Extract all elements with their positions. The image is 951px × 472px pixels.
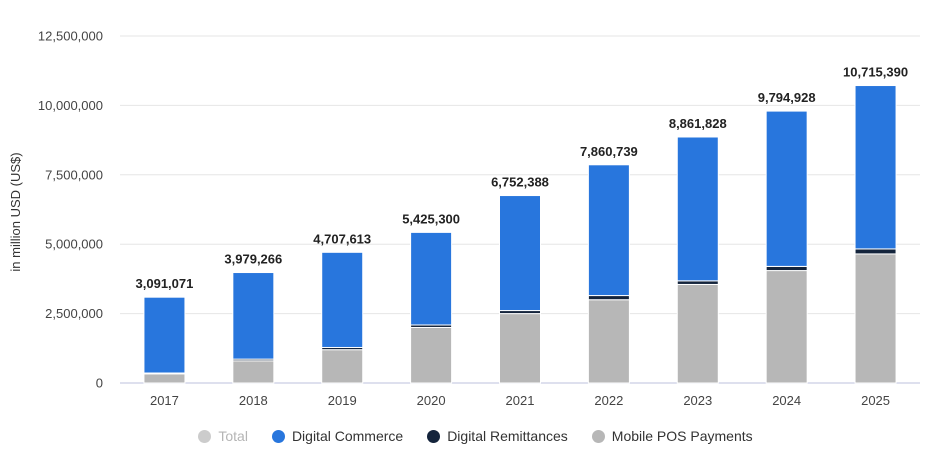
bar-digital-commerce[interactable]	[232, 272, 275, 360]
y-tick-label: 7,500,000	[45, 167, 103, 182]
x-axis-ticks: 2017 2018 2019 2020 2021 2022 2023 2024 2025	[150, 393, 890, 408]
total-data-label: 6,752,388	[491, 175, 549, 190]
x-tick-label: 2024	[772, 393, 801, 408]
legend-label: Total	[218, 428, 248, 444]
bar-digital-commerce[interactable]	[676, 136, 719, 282]
bar-mobile-pos-payments[interactable]	[587, 299, 630, 384]
x-tick-label: 2017	[150, 393, 179, 408]
legend-marker-icon	[198, 429, 212, 443]
bar-mobile-pos-payments[interactable]	[499, 313, 541, 384]
x-tick-label: 2020	[417, 393, 446, 408]
bar-mobile-pos-payments[interactable]	[143, 373, 186, 384]
total-labels: 3,091,071 3,979,266 4,707,613 5,425,300 6,75…	[136, 65, 909, 292]
y-axis-ticks: 0 2,500,000 5,000,000 7,500,000 10,000,000 12…	[38, 29, 103, 391]
legend-label: Digital Remittances	[447, 428, 568, 444]
legend-marker-icon	[591, 429, 605, 443]
bar-digital-commerce[interactable]	[499, 195, 541, 312]
bar-mobile-pos-payments[interactable]	[321, 349, 364, 384]
bar-stack-2022[interactable]	[587, 164, 630, 384]
bar-digital-remittances[interactable]	[765, 265, 808, 272]
stacked-bar-chart: 0 2,500,000 5,000,000 7,500,000 10,000,000 12…	[8, 29, 920, 408]
bar-mobile-pos-payments[interactable]	[854, 253, 897, 384]
bar-stack-2024[interactable]	[765, 110, 808, 384]
total-data-label: 7,860,739	[580, 144, 638, 159]
bar-digital-commerce[interactable]	[587, 164, 630, 297]
x-tick-label: 2018	[239, 393, 268, 408]
bars	[143, 85, 897, 384]
legend-item-total[interactable]: Total	[198, 428, 248, 444]
x-tick-label: 2023	[683, 393, 712, 408]
bar-mobile-pos-payments[interactable]	[232, 360, 275, 384]
bar-digital-commerce[interactable]	[854, 85, 897, 250]
bar-stack-2023[interactable]	[676, 136, 719, 384]
bar-mobile-pos-payments[interactable]	[410, 326, 453, 384]
y-tick-label: 0	[96, 376, 103, 391]
legend-label: Mobile POS Payments	[611, 428, 753, 444]
total-data-label: 4,707,613	[313, 231, 371, 246]
bar-digital-commerce[interactable]	[143, 296, 186, 374]
x-tick-label: 2022	[594, 393, 623, 408]
bar-stack-2021[interactable]	[499, 195, 541, 384]
bar-mobile-pos-payments[interactable]	[765, 270, 808, 384]
bar-stack-2017[interactable]	[143, 296, 186, 384]
total-data-label: 5,425,300	[402, 211, 460, 226]
total-data-label: 3,091,071	[136, 276, 194, 291]
bar-stack-2019[interactable]	[321, 251, 364, 384]
total-data-label: 8,861,828	[669, 116, 727, 131]
bar-digital-remittances[interactable]	[854, 248, 897, 255]
legend-item-mobile-pos-payments[interactable]: Mobile POS Payments	[591, 428, 753, 444]
total-data-label: 9,794,928	[758, 90, 816, 105]
chart-legend: Total Digital Commerce Digital Remittances…	[0, 424, 951, 448]
bar-digital-commerce[interactable]	[321, 251, 364, 348]
x-tick-label: 2025	[861, 393, 890, 408]
bar-stack-2025[interactable]	[854, 85, 897, 384]
total-data-label: 3,979,266	[224, 252, 282, 267]
y-tick-label: 5,000,000	[45, 237, 103, 252]
legend-item-digital-remittances[interactable]: Digital Remittances	[427, 428, 568, 444]
bar-digital-commerce[interactable]	[765, 110, 808, 267]
y-tick-label: 12,500,000	[38, 29, 103, 44]
legend-marker-icon	[427, 429, 441, 443]
bar-digital-commerce[interactable]	[410, 231, 453, 326]
bar-stack-2018[interactable]	[232, 272, 275, 384]
y-axis-label: in million USD (US$)	[8, 152, 23, 271]
bar-digital-remittances[interactable]	[676, 280, 719, 285]
bar-digital-remittances[interactable]	[587, 295, 630, 301]
y-tick-label: 10,000,000	[38, 98, 103, 113]
legend-label: Digital Commerce	[291, 428, 404, 444]
legend-marker-icon	[271, 429, 285, 443]
legend-item-digital-commerce[interactable]: Digital Commerce	[271, 428, 404, 444]
bar-stack-2020[interactable]	[410, 231, 453, 384]
x-tick-label: 2021	[506, 393, 535, 408]
y-tick-label: 2,500,000	[45, 306, 103, 321]
bar-mobile-pos-payments[interactable]	[676, 283, 719, 384]
x-tick-label: 2019	[328, 393, 357, 408]
total-data-label: 10,715,390	[843, 65, 908, 80]
